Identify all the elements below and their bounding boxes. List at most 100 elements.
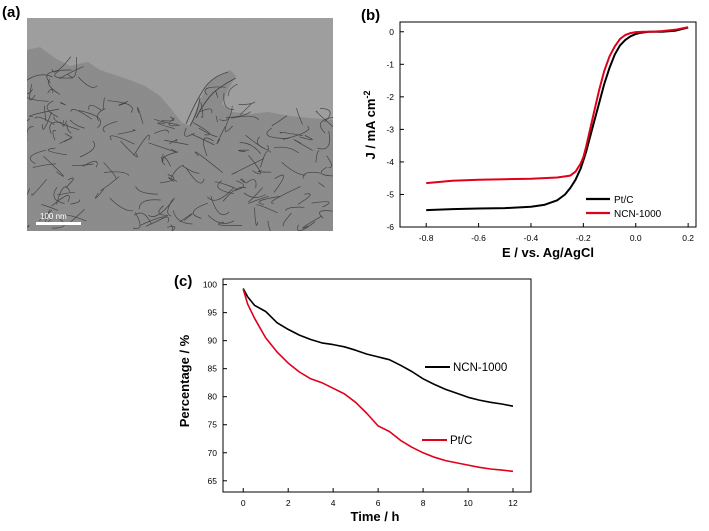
tem-strand [258, 196, 280, 205]
tem-strand [321, 166, 333, 177]
tem-strand [88, 104, 102, 111]
tem-strand [32, 163, 57, 168]
tem-strand [117, 129, 136, 135]
tem-strand [172, 210, 193, 225]
chart-c-ytick-label: 80 [208, 392, 218, 402]
tem-strand [47, 88, 54, 94]
tem-strand [28, 108, 60, 117]
chart-b-xlabel: E / vs. Ag/AgCl [502, 245, 594, 260]
tem-strand [285, 206, 305, 211]
chart-c-series-ncn-1000 [242, 288, 514, 407]
tem-strand [260, 150, 272, 168]
tem-strand [51, 217, 65, 229]
chart-b-ylabel-sup: -2 [362, 91, 372, 99]
chart-b-xtick-label: -0.6 [471, 233, 486, 243]
tem-strand [168, 117, 180, 127]
tem-strand [51, 195, 70, 207]
chart-b-xtick-label: 0.2 [682, 233, 694, 243]
tem-strand [63, 214, 87, 222]
tem-strand [185, 167, 205, 184]
tem-strand [227, 83, 238, 97]
chart-c-series [242, 288, 514, 473]
chart-b-series-ncn-1000 [426, 26, 689, 185]
chart-c-xtick-label: 0 [241, 498, 246, 508]
scale-bar [36, 222, 81, 225]
tem-strand [207, 187, 234, 201]
chart-c-ytick-label: 85 [208, 364, 218, 374]
chart-c-legend: NCN-1000 Pt/C [422, 362, 507, 447]
chart-b-ytick-label: -2 [386, 92, 394, 102]
tem-strand [161, 116, 175, 122]
tem-strand [299, 135, 313, 141]
tem-strand [282, 212, 292, 226]
chart-c-ytick-label: 65 [208, 476, 218, 486]
tem-strand [320, 117, 333, 134]
tem-strand [62, 120, 68, 127]
tem-strand [59, 66, 84, 80]
chart-b-ytick-label: -4 [386, 157, 394, 167]
chart-b: -0.8 -0.6 -0.4 -0.2 0.0 0.2 0 -1 -2 -3 -4 -5 -6 E / … [362, 21, 697, 260]
tem-strand [274, 146, 300, 154]
tem-strand [271, 186, 301, 204]
tem-strand [145, 215, 168, 227]
tem-strand [315, 150, 320, 163]
tem-strand [248, 195, 269, 204]
tem-strand [96, 108, 106, 122]
chart-c-ytick-label: 100 [203, 280, 217, 290]
tem-strand [282, 125, 310, 140]
tem-strand [271, 115, 288, 126]
tem-strand [54, 70, 74, 79]
tem-strand [120, 140, 138, 158]
tem-strand [204, 86, 227, 96]
chart-c-series-pt-c [242, 288, 514, 473]
legend-label-ncn: NCN-1000 [614, 209, 662, 220]
tem-strand [78, 110, 102, 129]
tem-strand [29, 83, 36, 101]
tem-strand [170, 165, 185, 178]
tem-strand [66, 123, 72, 134]
tem-strand [222, 186, 247, 202]
legend-label-ptc-c: Pt/C [450, 435, 472, 447]
tem-strand [273, 174, 285, 193]
chart-b-xtick-label: -0.4 [524, 233, 539, 243]
tem-strand [148, 197, 175, 217]
tem-strand [248, 155, 261, 175]
tem-strand [31, 179, 47, 196]
legend-label-ncn-c: NCN-1000 [453, 362, 507, 374]
tem-strand [214, 181, 236, 189]
tem-strand [231, 115, 259, 121]
tem-strand [27, 97, 49, 102]
tem-strand [223, 92, 235, 110]
tem-strand [71, 163, 94, 167]
tem-strand [162, 156, 171, 167]
chart-c-xtick-label: 10 [463, 498, 473, 508]
tem-strand [157, 122, 175, 130]
chart-b-legend: Pt/C NCN-1000 [586, 195, 662, 220]
tem-strand [102, 120, 118, 133]
tem-strand [182, 165, 200, 174]
panel-a-label: (a) [2, 4, 20, 21]
tem-strand [326, 155, 332, 169]
tem-strand [34, 116, 55, 125]
tem-strand [302, 215, 322, 229]
chart-c-frame [222, 278, 532, 493]
tem-edge-strand [195, 77, 237, 119]
scale-bar-label: 100 nm [40, 212, 67, 221]
tem-strand [103, 162, 117, 179]
tem-strand [53, 186, 65, 204]
tem-strand [281, 161, 306, 176]
tem-strand [27, 88, 33, 95]
chart-b-xtick-label: 0.0 [630, 233, 642, 243]
tem-strand [48, 78, 61, 95]
tem-strand [95, 189, 104, 199]
tem-strand [43, 155, 64, 177]
tem-strand [148, 142, 177, 153]
tem-strand [266, 127, 289, 139]
chart-c-xtick-label: 8 [421, 498, 426, 508]
tem-strand [239, 103, 252, 115]
tem-edge-strand [189, 97, 201, 127]
chart-c-xlabel: Time / h [351, 509, 400, 524]
tem-strand [217, 180, 234, 194]
panel-c-label: (c) [174, 273, 192, 290]
